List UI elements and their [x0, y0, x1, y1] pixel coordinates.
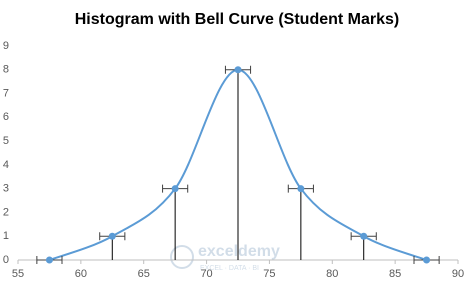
point — [423, 256, 431, 264]
y-tick-label: 6 — [3, 111, 9, 123]
x-tick-label: 70 — [200, 268, 212, 280]
x-tick-label: 65 — [138, 268, 150, 280]
watermark-icon — [170, 245, 194, 269]
y-tick-label: 8 — [3, 64, 9, 76]
point — [297, 185, 305, 193]
y-tick-label: 7 — [3, 87, 9, 99]
chart-title: Histogram with Bell Curve (Student Marks… — [75, 11, 400, 28]
watermark-text: exceldemy — [198, 243, 280, 260]
x-tick-label: 60 — [75, 268, 87, 280]
point — [171, 185, 179, 193]
y-tick-label: 9 — [3, 40, 9, 52]
x-tick-label: 80 — [326, 268, 338, 280]
x-tick-label: 55 — [12, 268, 24, 280]
x-tick-label: 90 — [452, 268, 464, 280]
y-tick-label: 2 — [3, 206, 9, 218]
watermark: exceldemy EXCEL · DATA · BI — [170, 243, 280, 272]
y-tick-label: 4 — [3, 159, 9, 171]
x-tick-label: 75 — [263, 268, 275, 280]
point — [45, 256, 53, 264]
y-tick-label: 3 — [3, 183, 9, 195]
y-tick-label: 0 — [3, 254, 9, 266]
watermark-subtext: EXCEL · DATA · BI — [200, 265, 259, 272]
x-tick-label: 85 — [389, 268, 401, 280]
point — [234, 66, 242, 74]
y-tick-label: 1 — [3, 230, 9, 242]
y-tick-label: 5 — [3, 135, 9, 147]
point — [108, 232, 116, 240]
point — [360, 232, 368, 240]
